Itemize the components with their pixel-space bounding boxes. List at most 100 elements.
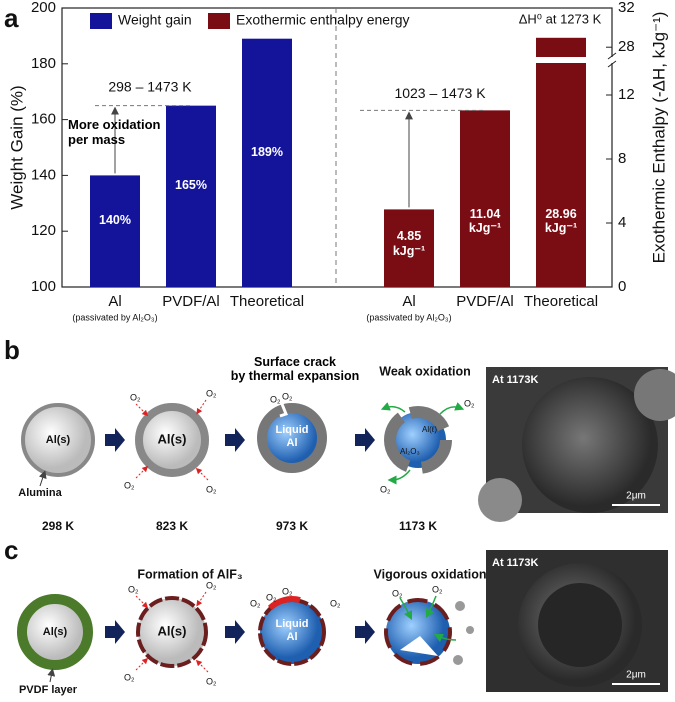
void: [400, 636, 438, 656]
x-tick-label: PVDF/Al: [456, 293, 514, 310]
o2-label: O₂: [206, 484, 217, 494]
y2-tick-label: 32: [618, 0, 635, 16]
o2-label: O₂: [130, 392, 141, 402]
o2-label: O₂: [330, 598, 341, 608]
y-tick-label: 140: [31, 166, 56, 183]
o2-label: O₂: [282, 586, 293, 596]
step-title: Formation of AlF₃: [137, 567, 243, 581]
pointer: [47, 668, 56, 683]
y-axis-label: Weight Gain (%): [7, 85, 26, 209]
temperature: 298 K: [42, 519, 74, 533]
value-label: 4.85 kJg⁻¹: [392, 229, 426, 258]
green-arrows: [380, 402, 465, 485]
fragments: [453, 601, 474, 665]
bar: [242, 38, 292, 287]
panel-label: c: [4, 535, 18, 565]
annotation: 1023 – 1473 K: [394, 85, 486, 101]
scale-label: 2μm: [626, 491, 646, 502]
step-title: Surface crack by thermal expansion: [230, 355, 360, 384]
green-arrows: [399, 595, 457, 643]
x-tick-label: Theoretical: [524, 293, 598, 310]
legend-swatch: [90, 13, 112, 29]
o2-label: O₂: [270, 394, 281, 404]
temperature: 823 K: [156, 519, 188, 533]
bar: [90, 175, 140, 287]
step-title: Vigorous oxidation: [374, 567, 487, 581]
o2-label: O₂: [266, 592, 277, 602]
particle: [21, 403, 95, 477]
x-tick-label: Al: [402, 293, 415, 310]
o2-label: O₂: [206, 676, 217, 686]
particle: [258, 598, 326, 666]
liquid-label: Liquid Al: [275, 618, 309, 643]
core-label: Al(s): [158, 623, 187, 638]
y2-tick-label: 8: [618, 150, 626, 167]
panel-label: a: [4, 3, 19, 33]
bar: [166, 105, 216, 288]
particle: [384, 598, 452, 666]
bar-break: [535, 57, 587, 63]
o2-label: O₂: [250, 598, 261, 608]
axis-break-mark: [607, 60, 617, 68]
core-label: Al(s): [43, 626, 68, 638]
scale-label: 2μm: [626, 670, 646, 681]
y2-tick-label: 28: [618, 38, 635, 55]
pointer: [38, 470, 47, 487]
annotation: ΔH⁰ at 1273 K: [519, 11, 602, 26]
sem-particle: [522, 377, 658, 513]
o2-label: O₂: [124, 480, 135, 490]
x-tick-label: Al: [108, 293, 121, 310]
o2-label: O₂: [380, 484, 391, 494]
y2-tick-label: 12: [618, 86, 635, 103]
bar: [384, 209, 434, 287]
sem-particle: [478, 478, 522, 522]
y-tick-label: 200: [31, 0, 56, 16]
panel-label: b: [4, 335, 20, 365]
big-arrows: [105, 428, 375, 644]
particle: [136, 596, 208, 668]
y2-tick-label: 4: [618, 214, 626, 231]
o2-arrows: [135, 399, 209, 481]
particle: [384, 406, 452, 474]
o2-label: O₂: [282, 391, 293, 401]
plot-frame: [61, 7, 613, 288]
axis-break: [604, 57, 644, 63]
o2-label: O₂: [124, 672, 135, 682]
temperature: 1173 K: [399, 519, 437, 533]
bar: [460, 110, 510, 287]
category-note: (passivated by Al₂O₃): [72, 312, 157, 322]
particle: [135, 403, 209, 477]
y-tick-label: 100: [31, 278, 56, 295]
value-label: 140%: [99, 213, 131, 228]
bar: [536, 37, 586, 288]
y2-axis-label: Exothermic Enthalpy (-ΔH, kJg⁻¹): [649, 12, 668, 264]
x-tick-label: Theoretical: [230, 293, 304, 310]
oxide-label: Al₂O₃: [400, 447, 420, 456]
particle: [17, 594, 93, 670]
sem-particle: [634, 369, 675, 421]
core-label: Al(s): [158, 431, 187, 446]
y-tick-label: 180: [31, 55, 56, 72]
core-label: Al(ℓ): [422, 425, 437, 434]
value-label: 165%: [175, 178, 207, 193]
step-title: Weak oxidation: [379, 364, 470, 378]
fluoride-patch: [267, 596, 301, 611]
legend-label: Weight gain: [118, 12, 192, 28]
annotation: More oxidation per mass: [68, 117, 161, 147]
o2-label: O₂: [464, 398, 475, 408]
o2-label: O₂: [432, 584, 443, 594]
legend-label: Exothermic enthalpy energy: [236, 12, 410, 28]
y2-tick-label: 0: [618, 278, 626, 295]
temperature: 973 K: [276, 519, 308, 533]
layer-label: PVDF layer: [19, 684, 78, 696]
legend-swatch: [208, 13, 230, 29]
o2-label: O₂: [128, 584, 139, 594]
value-label: 28.96 kJg⁻¹: [544, 207, 578, 236]
shell-label: Alumina: [18, 487, 62, 499]
y-tick-label: 160: [31, 111, 56, 128]
axis-break-mark: [607, 52, 617, 60]
sem-label: At 1173K: [492, 557, 539, 569]
sem-void: [538, 583, 622, 667]
